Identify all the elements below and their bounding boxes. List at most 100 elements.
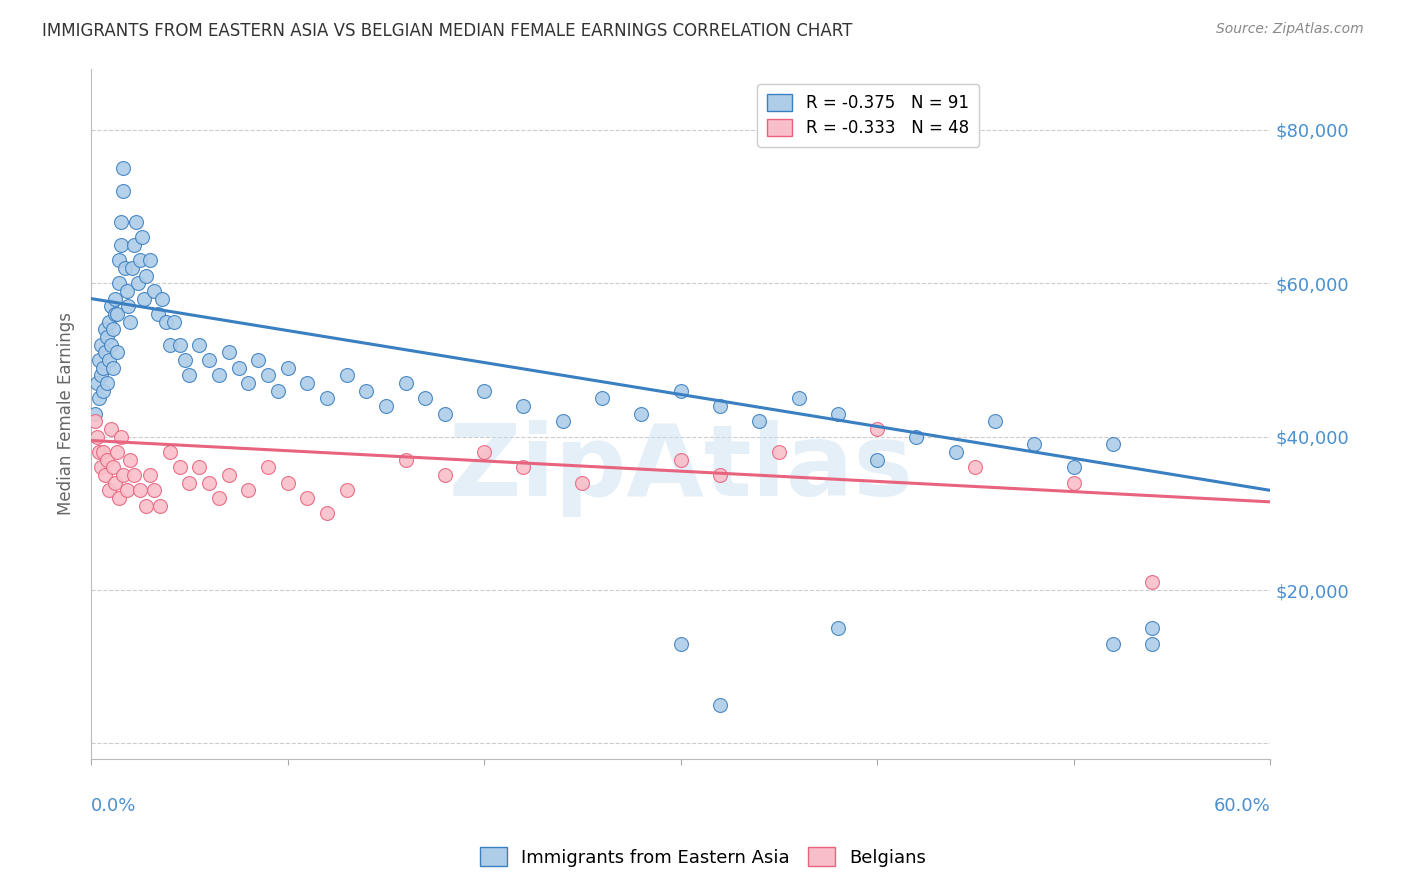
Point (110, 215, 132, 229)
Point (146, 307, 169, 321)
Point (297, 491, 319, 505)
Point (827, 621, 849, 635)
Point (965, 460, 987, 475)
Point (669, 384, 692, 398)
Point (218, 345, 240, 359)
Point (866, 452, 889, 467)
Point (709, 468, 731, 483)
Point (336, 483, 359, 498)
Point (1063, 475, 1085, 490)
Point (84, 414, 107, 428)
Point (87, 353, 110, 368)
Point (238, 376, 260, 390)
Point (374, 399, 396, 413)
Point (129, 253, 152, 268)
Point (198, 353, 221, 368)
Point (472, 445, 495, 459)
Point (97, 353, 120, 368)
Point (90, 337, 112, 351)
Point (669, 637, 692, 651)
Point (84, 407, 107, 421)
Point (188, 460, 211, 475)
Point (413, 392, 436, 406)
Point (149, 499, 172, 513)
Point (198, 475, 221, 490)
Point (238, 483, 260, 498)
Point (87, 392, 110, 406)
Legend: R = -0.375   N = 91, R = -0.333   N = 48: R = -0.375 N = 91, R = -0.333 N = 48 (758, 84, 979, 147)
Point (228, 360, 250, 375)
Point (107, 277, 129, 291)
Point (208, 491, 231, 505)
Point (163, 315, 186, 329)
Point (96, 452, 118, 467)
Point (1102, 637, 1125, 651)
Point (551, 414, 574, 428)
Point (86, 430, 108, 444)
Point (1142, 637, 1164, 651)
Point (512, 460, 534, 475)
Point (96, 330, 118, 344)
Point (179, 475, 201, 490)
Point (111, 161, 134, 176)
Point (159, 337, 181, 351)
Point (87, 445, 110, 459)
Point (115, 483, 138, 498)
Point (111, 468, 134, 483)
Point (107, 253, 129, 268)
Point (336, 368, 359, 383)
Point (125, 215, 148, 229)
Point (247, 353, 270, 368)
Point (356, 384, 378, 398)
Point (97, 315, 120, 329)
Text: Source: ZipAtlas.com: Source: ZipAtlas.com (1216, 22, 1364, 37)
Point (120, 452, 142, 467)
Point (984, 414, 1007, 428)
Point (257, 368, 280, 383)
Point (129, 483, 152, 498)
Y-axis label: Median Female Earnings: Median Female Earnings (58, 312, 75, 516)
Point (101, 460, 124, 475)
Point (394, 452, 416, 467)
Point (1142, 575, 1164, 590)
Point (105, 307, 128, 321)
Point (1063, 460, 1085, 475)
Point (669, 452, 692, 467)
Text: ZipAtlas: ZipAtlas (449, 420, 912, 517)
Point (94, 322, 117, 336)
Point (512, 399, 534, 413)
Point (866, 422, 889, 436)
Point (945, 445, 967, 459)
Point (110, 238, 132, 252)
Point (188, 337, 211, 351)
Point (94, 345, 117, 359)
Point (135, 268, 157, 283)
Point (104, 475, 127, 490)
Point (143, 483, 166, 498)
Point (90, 368, 112, 383)
Point (94, 468, 117, 483)
Point (124, 238, 146, 252)
Point (100, 337, 122, 351)
Point (91, 384, 114, 398)
Point (155, 315, 177, 329)
Point (208, 368, 231, 383)
Point (277, 475, 299, 490)
Point (91, 360, 114, 375)
Point (159, 445, 181, 459)
Point (827, 407, 849, 421)
Point (139, 468, 162, 483)
Text: IMMIGRANTS FROM EASTERN ASIA VS BELGIAN MEDIAN FEMALE EARNINGS CORRELATION CHART: IMMIGRANTS FROM EASTERN ASIA VS BELGIAN … (42, 22, 852, 40)
Point (179, 368, 201, 383)
Point (768, 445, 790, 459)
Point (316, 392, 339, 406)
Point (96, 376, 118, 390)
Point (174, 353, 197, 368)
Point (1142, 621, 1164, 635)
Point (115, 284, 138, 298)
Point (100, 299, 122, 313)
Point (630, 407, 652, 421)
Point (104, 292, 127, 306)
Point (120, 315, 142, 329)
Point (433, 468, 456, 483)
